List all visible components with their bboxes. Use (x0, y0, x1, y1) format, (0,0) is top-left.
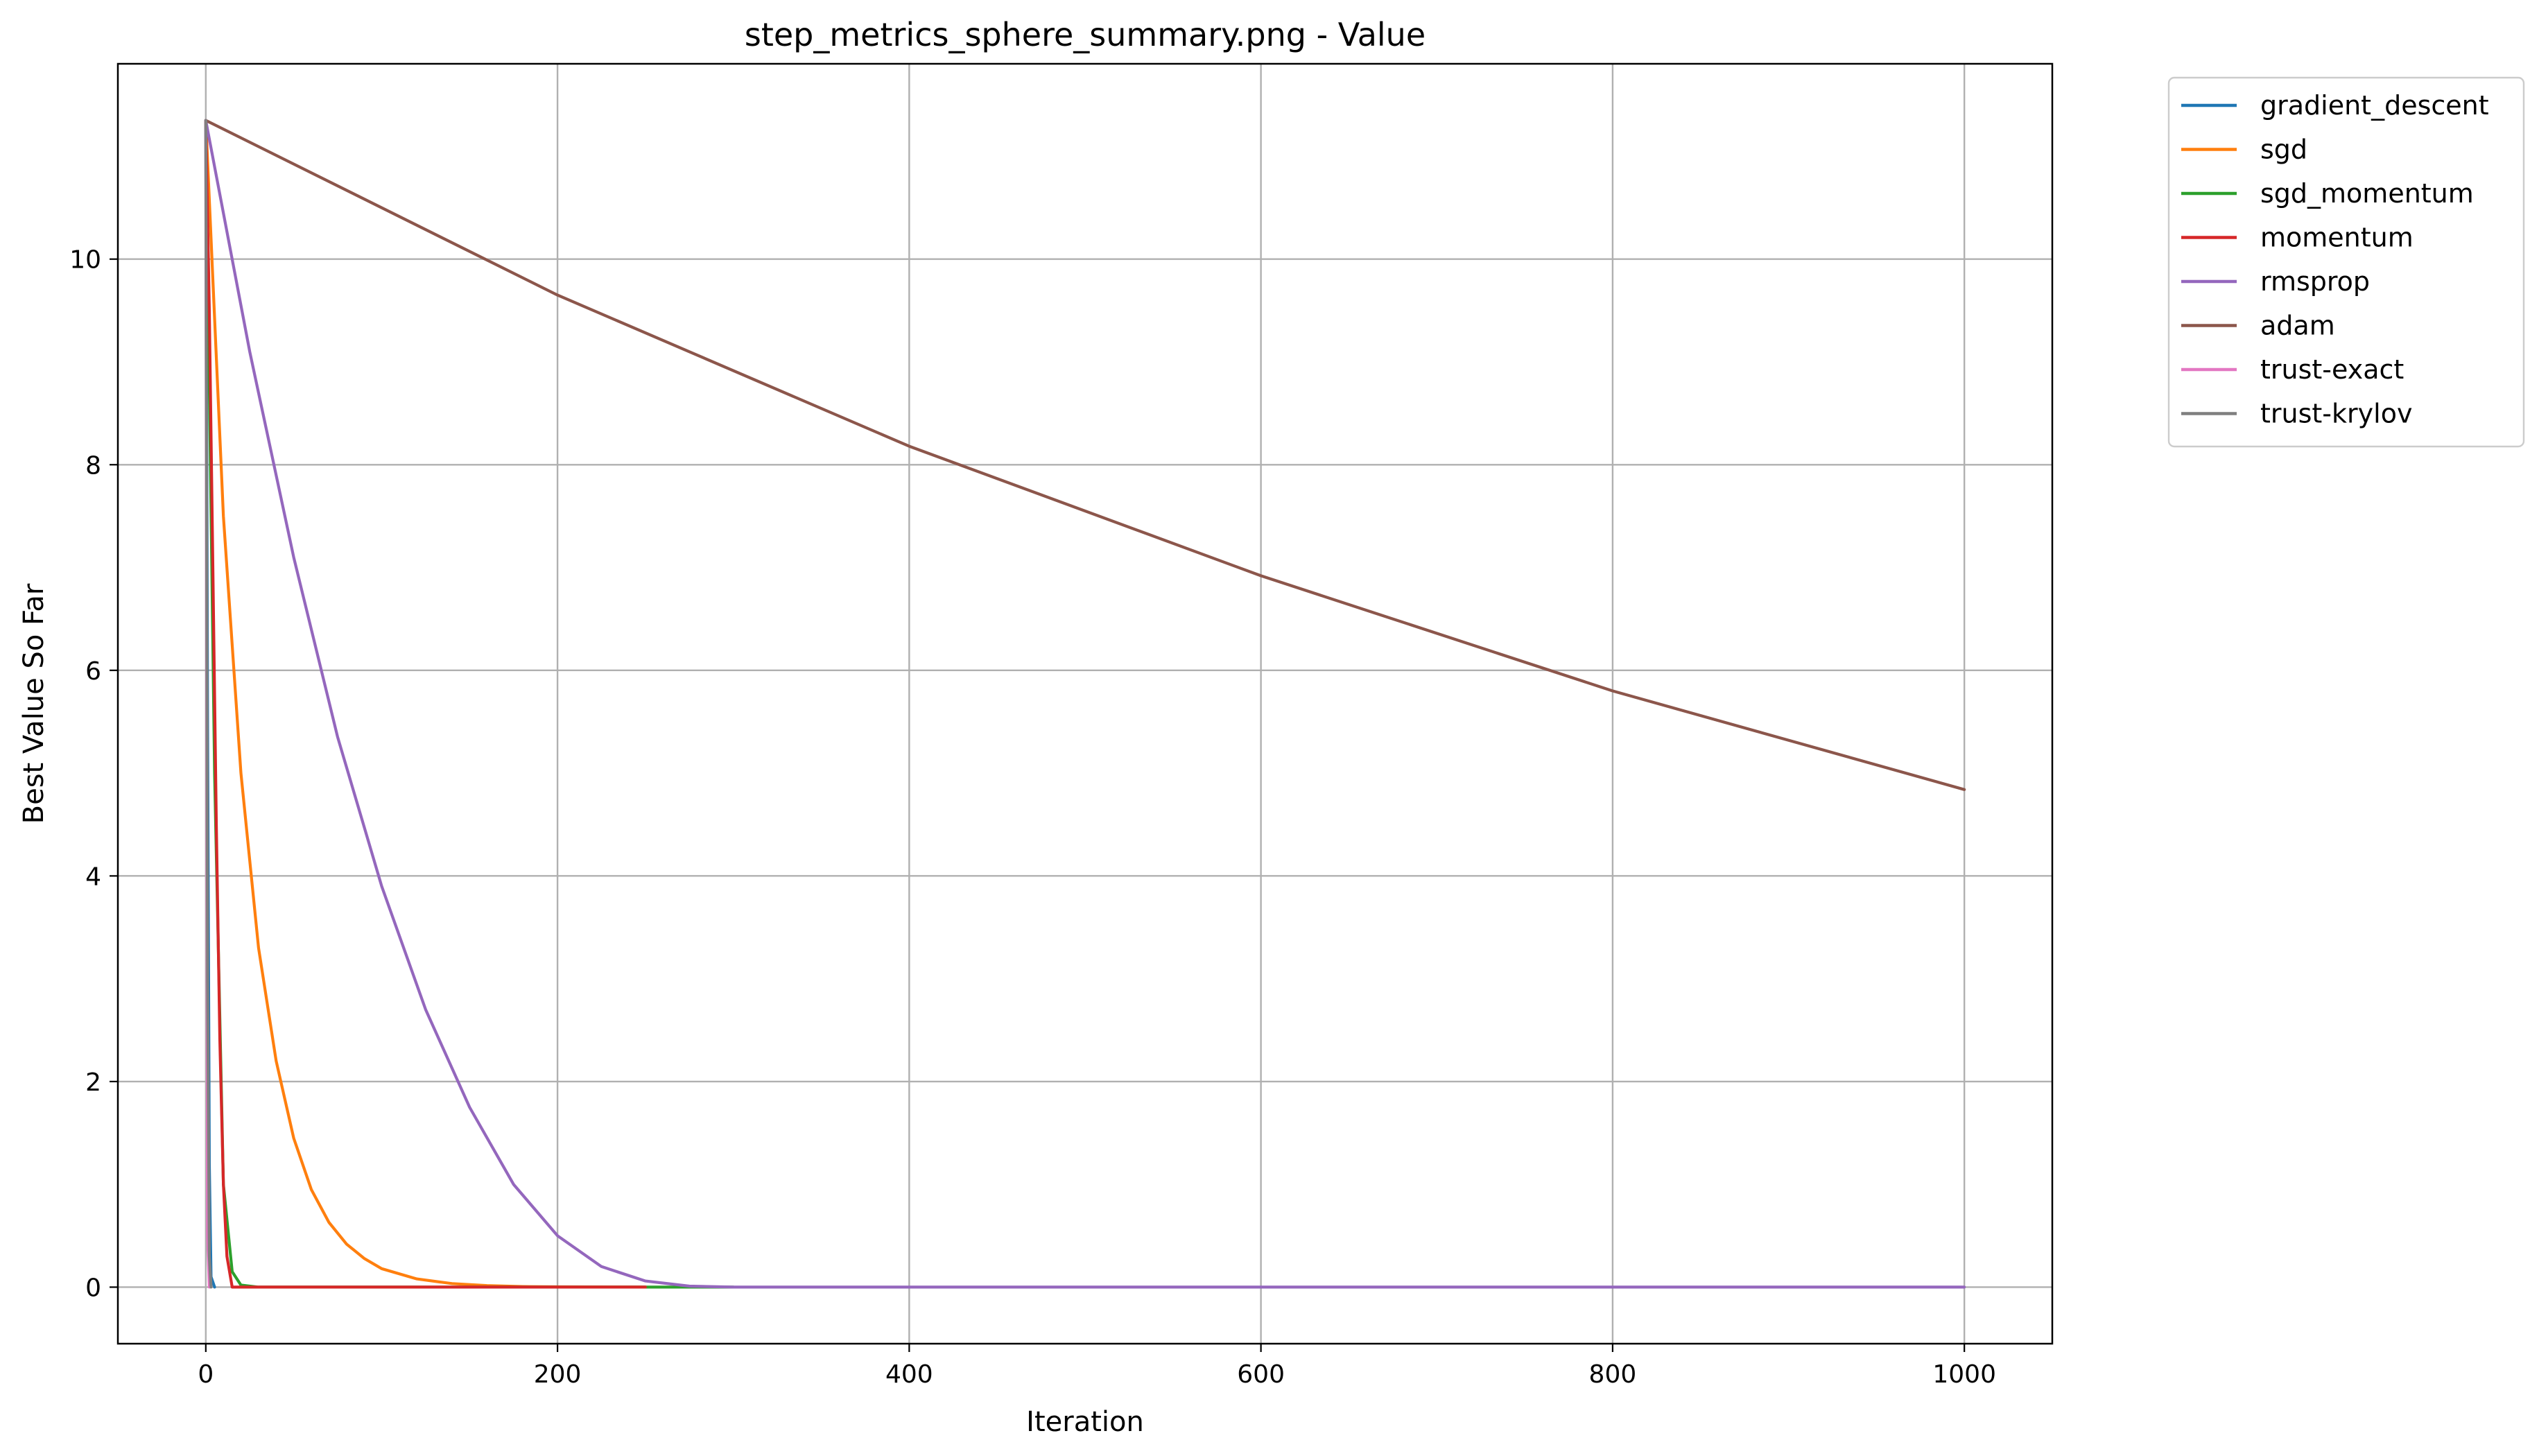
y-tick-label: 0 (85, 1274, 101, 1302)
legend-label-sgd: sgd (2260, 135, 2307, 165)
legend-label-gradient_descent: gradient_descent (2260, 90, 2489, 121)
plot-frame (116, 62, 2054, 1345)
axis-ticks: 0 200 400 600 800 1000 0 2 4 6 8 10 (69, 246, 1996, 1389)
series-line-momentum (204, 119, 648, 1289)
series-lines (204, 119, 1966, 1289)
legend-label-rmsprop: rmsprop (2260, 266, 2370, 297)
x-tick-label: 800 (1589, 1360, 1637, 1389)
y-tick-label: 6 (85, 657, 101, 686)
legend-label-trust-krylov: trust-krylov (2260, 399, 2412, 429)
x-tick-label: 400 (885, 1360, 933, 1389)
legend-label-adam: adam (2260, 311, 2335, 341)
legend-label-trust-exact: trust-exact (2260, 354, 2404, 385)
y-tick-label: 4 (85, 863, 101, 891)
x-tick-label: 1000 (1932, 1360, 1996, 1389)
series-line-trust-krylov (204, 119, 213, 1289)
series-line-adam (204, 119, 1966, 791)
y-tick-label: 2 (85, 1068, 101, 1097)
x-tick-label: 0 (198, 1360, 214, 1389)
chart-title: step_metrics_sphere_summary.png - Value (745, 16, 1426, 53)
legend-label-sgd_momentum: sgd_momentum (2260, 178, 2474, 209)
y-tick-label: 8 (85, 451, 101, 480)
legend-box (2167, 76, 2525, 448)
y-tick-label: 10 (69, 246, 101, 275)
y-axis-label: Best Value So Far (18, 583, 50, 824)
x-tick-label: 600 (1237, 1360, 1285, 1389)
x-axis-label: Iteration (1026, 1406, 1144, 1438)
legend-label-momentum: momentum (2260, 223, 2414, 253)
x-tick-label: 200 (534, 1360, 582, 1389)
series-line-rmsprop (204, 119, 1966, 1289)
